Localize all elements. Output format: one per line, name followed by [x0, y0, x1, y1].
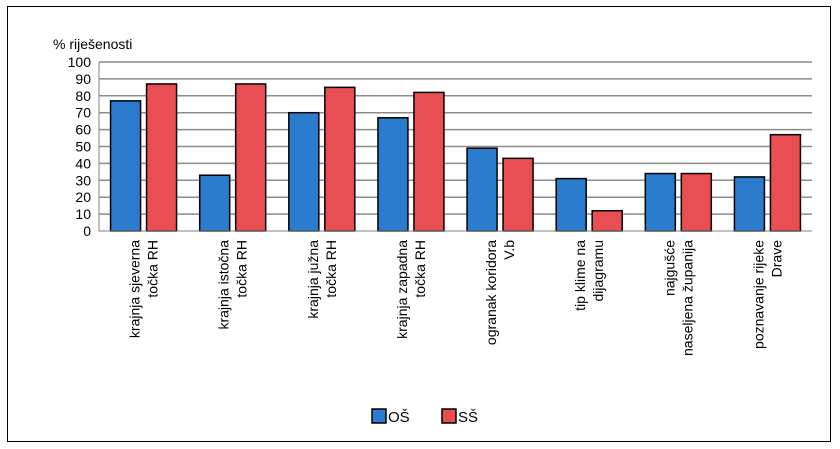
axes — [98, 62, 812, 232]
bar-os — [198, 174, 231, 232]
x-tick-label-line: točka RH — [145, 240, 161, 298]
bar-ss — [413, 91, 445, 232]
bar-os — [733, 176, 766, 232]
bar-os — [644, 172, 677, 232]
y-tick-label: 80 — [75, 88, 91, 104]
bar-os — [109, 100, 142, 232]
x-tick-label-line: krajnja istočna — [216, 240, 232, 330]
x-tick-label-line: krajnja sjeverna — [127, 240, 143, 338]
bar-os — [555, 177, 587, 232]
y-tick-label: 20 — [75, 189, 91, 205]
bar-os — [377, 117, 409, 232]
x-tick-label: krajnja zapadna točka RH — [394, 240, 428, 339]
x-tick-label-line: ogranak koridora — [483, 240, 499, 345]
x-tick-label-line: najgušće — [661, 240, 677, 296]
x-tick-label-line: V.b — [501, 240, 517, 260]
y-tick-label: 10 — [75, 206, 91, 222]
y-tick-label: 0 — [83, 223, 91, 239]
x-tick-labels: krajnja sjeverna točka RH krajnja istočna t… — [127, 240, 785, 356]
chart-frame: 0 10 20 30 40 50 60 70 80 90 100 krajnja sjeverna t… — [7, 6, 831, 442]
y-tick-label: 70 — [75, 105, 91, 121]
x-tick-label-line: točka RH — [323, 240, 339, 298]
x-tick-label: krajnja južna točka RH — [305, 240, 339, 319]
bar-ss — [145, 83, 178, 232]
x-tick-label: poznavanje rijeke Drave — [750, 240, 784, 349]
x-tick-label: krajnja sjeverna točka RH — [127, 240, 161, 338]
bar-os — [466, 147, 498, 232]
bars — [109, 83, 802, 232]
y-tick-label: 60 — [75, 122, 91, 138]
x-tick-label-line: točka RH — [234, 240, 250, 298]
bar-ss — [502, 157, 534, 232]
y-tick-label: 90 — [75, 71, 91, 87]
legend: OŠ SŠ — [371, 408, 478, 426]
bar-ss — [234, 83, 267, 232]
x-tick-label: najgušće naseljena županija — [661, 240, 695, 356]
x-tick-label: tip klime na dijagramu — [572, 240, 606, 311]
x-tick-label-line: tip klime na — [572, 240, 588, 311]
y-axis-label: % riješenosti — [53, 36, 132, 52]
x-tick-label-line: poznavanje rijeke — [750, 240, 766, 349]
x-tick-label-line: dijagramu — [590, 240, 606, 301]
legend-swatch-ss — [441, 408, 457, 424]
legend-label-ss: SŠ — [458, 409, 478, 426]
y-tick-label: 50 — [75, 139, 91, 155]
bar-ss — [324, 86, 356, 232]
y-tick-label: 100 — [68, 54, 92, 70]
bar-ss — [680, 172, 713, 232]
bar-os — [288, 111, 320, 232]
x-tick-label: ogranak koridora V.b — [483, 240, 517, 345]
x-tick-label-line: naseljena županija — [679, 240, 695, 356]
x-tick-label-line: krajnja zapadna — [394, 240, 410, 339]
bar-ss — [769, 133, 802, 232]
y-tick-label: 40 — [75, 155, 91, 171]
legend-label-os: OŠ — [388, 409, 410, 426]
bar-ss — [591, 209, 623, 232]
x-tick-label: krajnja istočna točka RH — [216, 240, 250, 330]
legend-swatch-os — [371, 408, 387, 424]
x-tick-label-line: točka RH — [412, 240, 428, 298]
y-tick-label: 30 — [75, 172, 91, 188]
x-tick-label-line: krajnja južna — [305, 240, 321, 319]
x-tick-label-line: Drave — [768, 240, 784, 278]
